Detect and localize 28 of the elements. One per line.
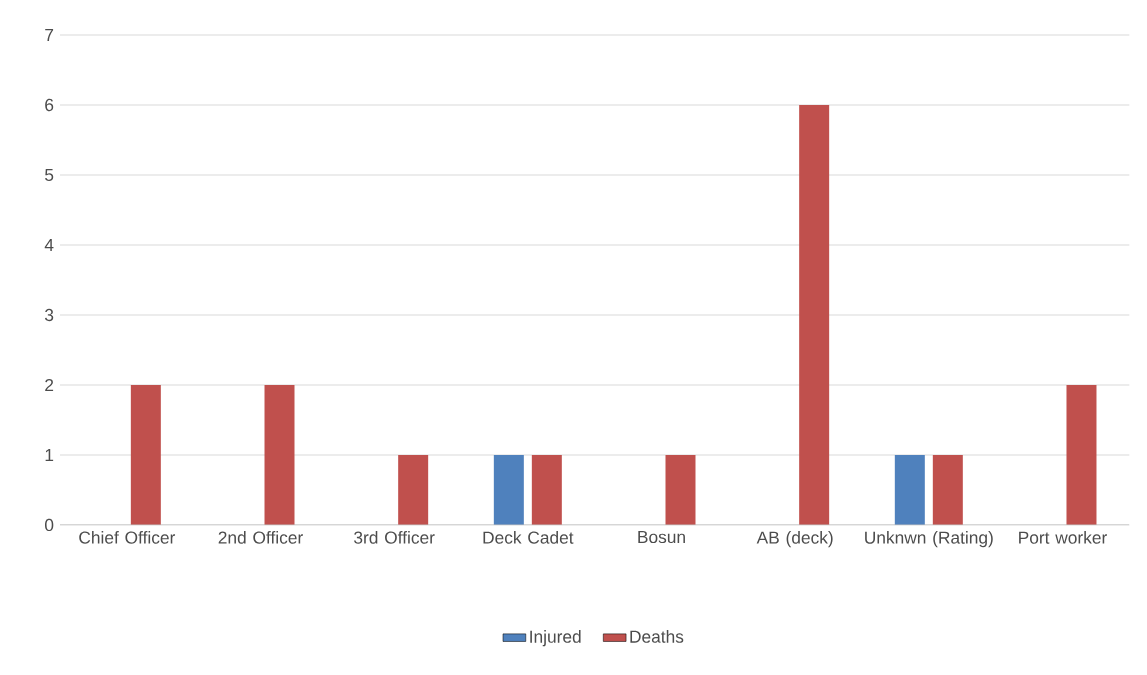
y-tick-label: 6 — [45, 98, 54, 112]
bar — [932, 454, 963, 525]
x-tick-label: 3rd Officer — [354, 531, 435, 544]
x-tick-label: Port worker — [1019, 531, 1107, 544]
x-tick-label: Chief Officer — [79, 531, 176, 544]
x-tick-label: Deck Cadet — [483, 531, 574, 544]
y-tick-label: 5 — [45, 168, 54, 182]
bar — [398, 454, 429, 525]
bar — [264, 384, 295, 525]
bar — [1066, 384, 1097, 525]
y-tick-label: 1 — [45, 449, 54, 461]
x-tick-label: Unknwn (Rating) — [865, 531, 993, 548]
y-tick-label: 2 — [45, 378, 54, 392]
y-tick-label: 4 — [44, 239, 54, 251]
legend-label: Injured — [530, 630, 581, 647]
bar — [493, 454, 524, 525]
x-tick-label: Bosun — [638, 531, 685, 544]
x-tick-label: AB (deck) — [756, 531, 833, 548]
y-tick-label: 0 — [45, 518, 54, 532]
bar — [665, 454, 696, 525]
bar — [130, 384, 161, 525]
y-tick-label: 7 — [45, 29, 54, 41]
x-tick-label: 2nd Officer — [218, 531, 303, 544]
bar — [531, 454, 562, 525]
bar — [894, 454, 925, 525]
legend-label: Deaths — [630, 630, 684, 643]
bar — [799, 105, 830, 525]
y-tick-label: 3 — [45, 308, 54, 322]
